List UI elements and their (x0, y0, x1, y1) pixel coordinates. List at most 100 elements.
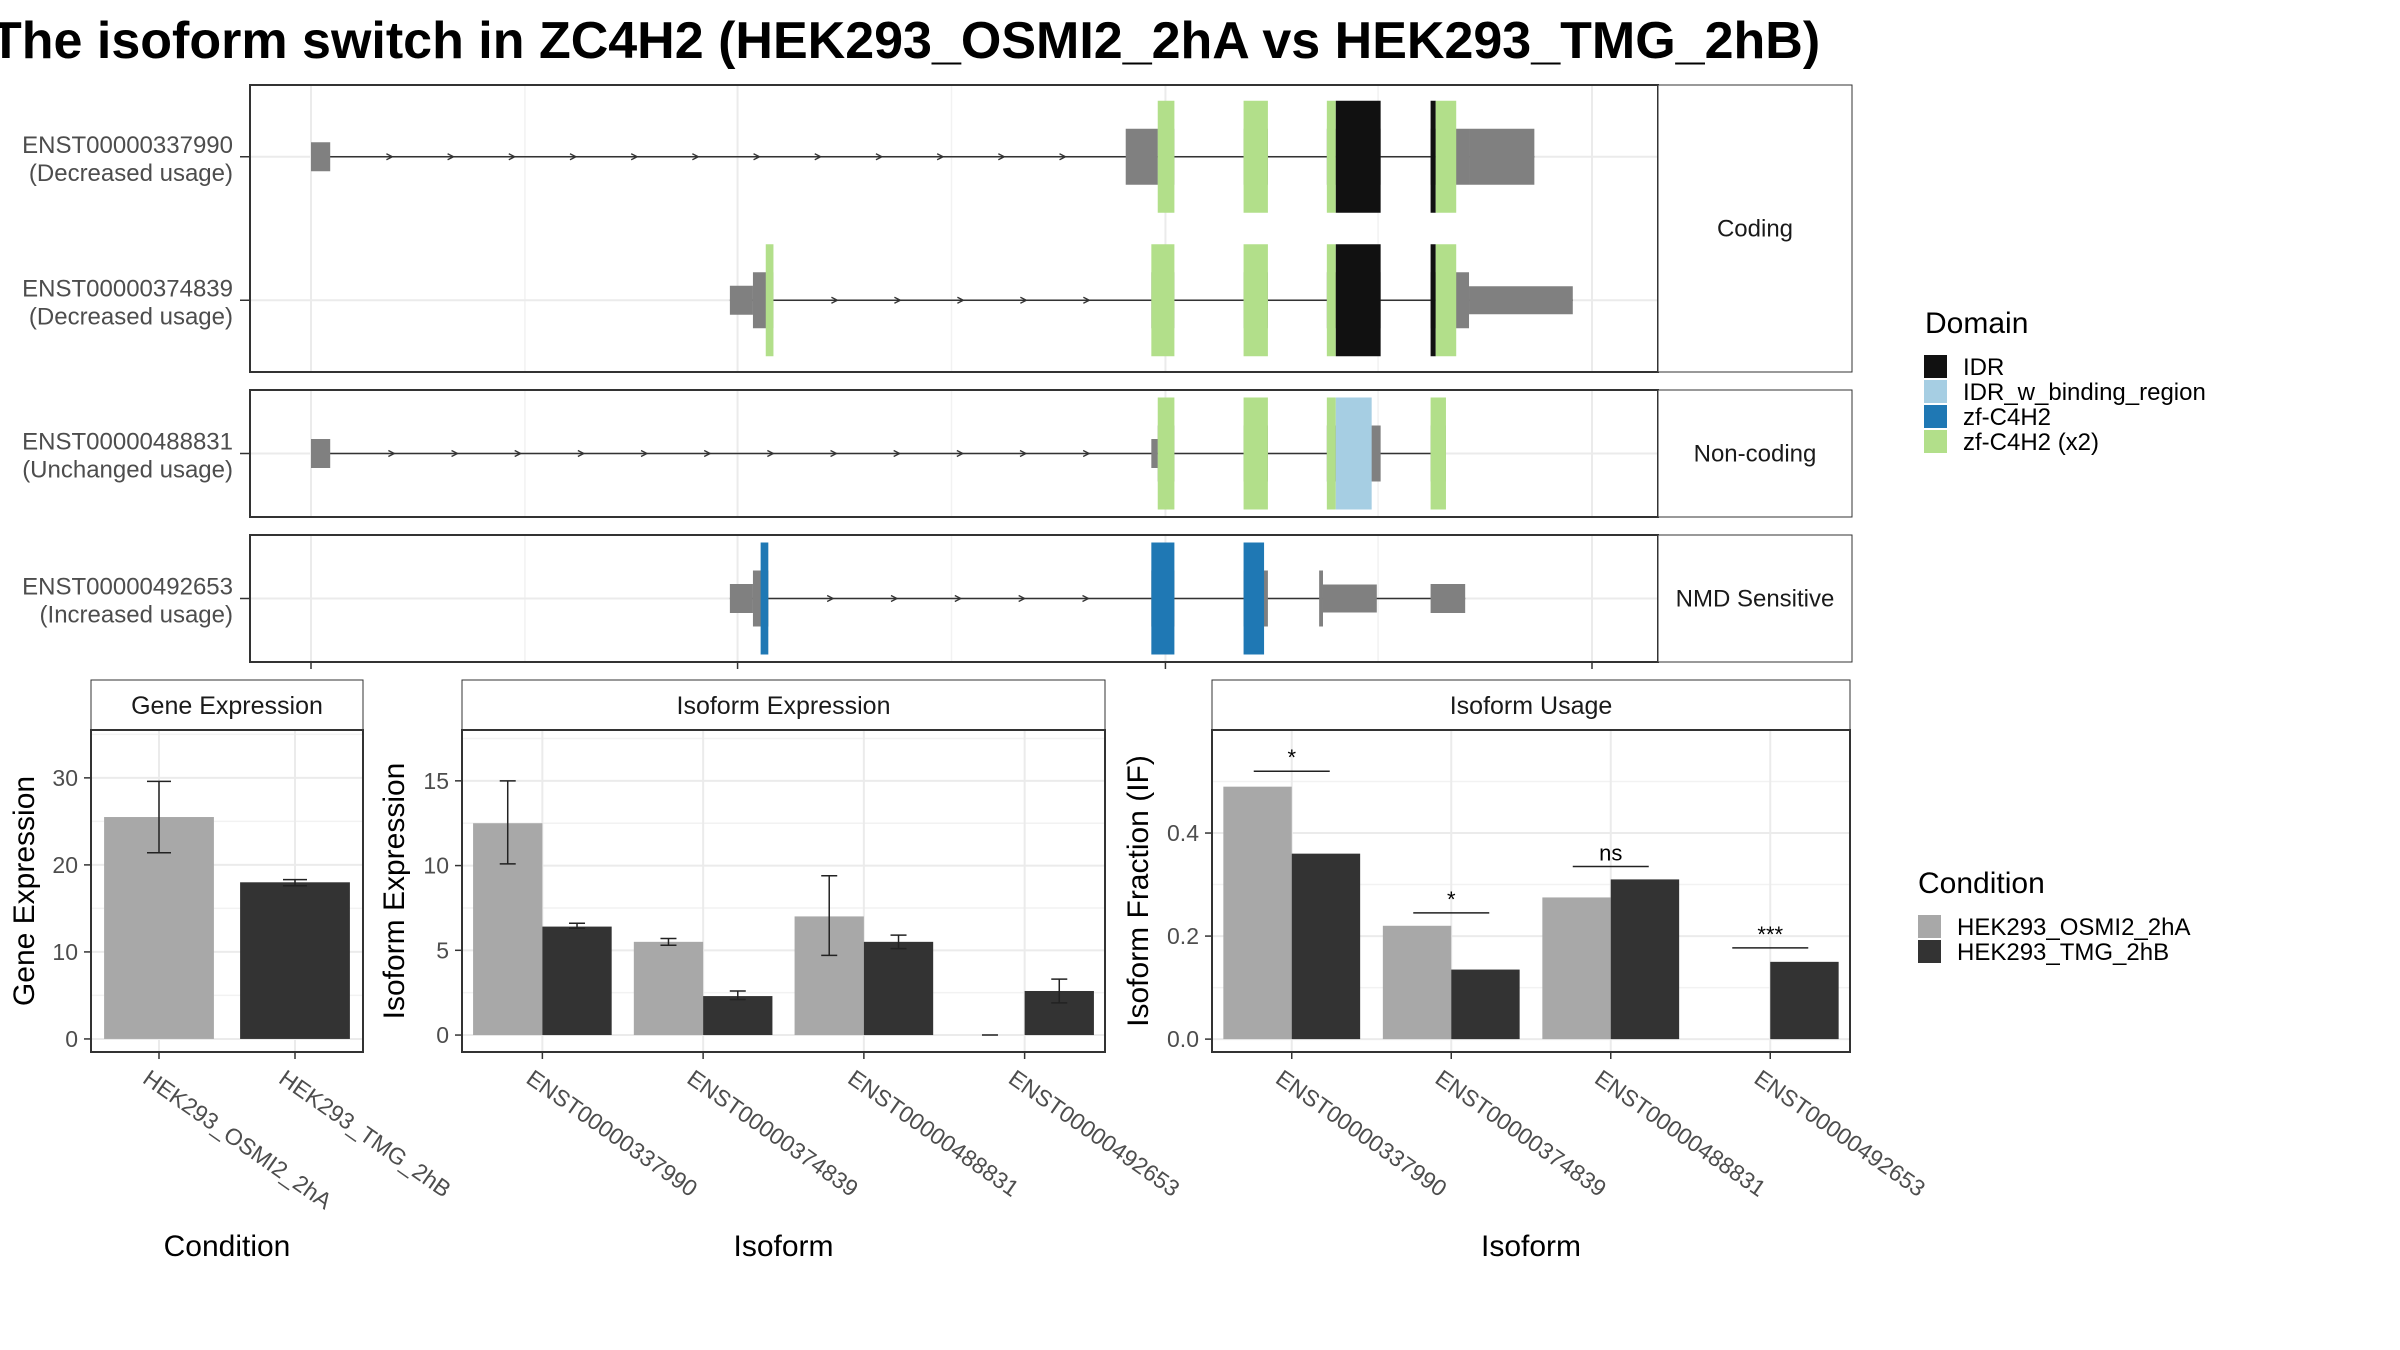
exon-block (1469, 286, 1573, 315)
bar-chart-1: Isoform Expression051015ENST00000337990E… (378, 679, 1185, 1263)
strand-arrow (831, 296, 839, 304)
chart-title: Isoform Expression (677, 692, 891, 720)
domain-legend-title: Domain (1925, 307, 2028, 340)
y-tick-label: 0 (436, 1022, 449, 1048)
domain-block (765, 244, 774, 357)
domain-legend-label: IDR (1963, 354, 2004, 381)
y-tick-label: 20 (52, 852, 78, 878)
domain-block (1243, 397, 1268, 510)
facet-strip (1657, 534, 1853, 663)
transcript-id-label: ENST00000374839 (22, 275, 233, 302)
strand-arrow (1020, 296, 1028, 304)
domain-block (1157, 397, 1175, 510)
strand-arrow (386, 153, 394, 161)
isoform-structure-plot: ENST00000337990(Decreased usage)ENST0000… (22, 84, 1853, 669)
bar-chart-2: Isoform Usage 0.0 0.2 0.4 * * ns *** ENST0000033… (1122, 679, 1930, 1263)
structure-panel-0: ENST00000337990(Decreased usage)ENST0000… (22, 84, 1853, 373)
strand-arrow (388, 449, 396, 458)
condition-legend-label: HEK293_TMG_2hB (1957, 939, 2169, 966)
facet-strip-label: NMD Sensitive (1676, 586, 1835, 613)
condition-legend-key (1918, 915, 1941, 938)
domain-block (1151, 542, 1175, 655)
bar (1610, 879, 1680, 1040)
x-axis-title: Isoform (733, 1230, 833, 1263)
bar (863, 941, 934, 1036)
chart-title-strip (90, 679, 364, 731)
structure-panel-2: ENST00000492653(Increased usage) NMD Sens… (22, 534, 1853, 663)
plot-border (90, 729, 364, 1053)
structure-panel-1: ENST00000488831(Unchanged usage) Non-codi… (22, 389, 1853, 518)
domain-block (1326, 100, 1336, 213)
bar (1223, 786, 1292, 1040)
strand-arrow (1018, 594, 1027, 603)
domain-block (1335, 244, 1381, 357)
significance-label: * (1287, 745, 1296, 770)
facet-strip-label: Non-coding (1694, 441, 1817, 468)
strand-arrow (957, 296, 965, 304)
strand-arrow (1083, 296, 1091, 304)
strand-arrow (508, 153, 517, 161)
exon-block (1319, 570, 1323, 627)
x-axis-title: Condition (164, 1230, 291, 1263)
y-tick-label: 10 (423, 853, 449, 879)
strand-arrow (1019, 449, 1028, 458)
x-tick-label: ENST00000492653 (1004, 1065, 1184, 1202)
bar (240, 882, 350, 1039)
exon-block (1125, 128, 1158, 185)
exon-block (1430, 584, 1466, 613)
y-tick-label: 0.0 (1167, 1026, 1199, 1052)
x-tick-label: ENST00000374839 (683, 1065, 863, 1202)
strand-arrow (569, 153, 578, 161)
exon-block (729, 285, 753, 315)
exon-block (1469, 128, 1535, 185)
chart-title: Isoform Usage (1450, 692, 1613, 720)
strand-arrow (998, 153, 1006, 161)
domain-legend-label: zf-C4H2 (x2) (1963, 429, 2099, 456)
domain-block (1335, 100, 1381, 213)
facet-strip (1657, 389, 1853, 518)
domain-block (1243, 100, 1268, 213)
transcript-track: ENST00000374839(Decreased usage) (22, 244, 1658, 357)
transcript-id-label: ENST00000492653 (22, 574, 233, 601)
domain-block (1435, 244, 1457, 357)
bar (1770, 961, 1839, 1040)
significance-label: ns (1599, 841, 1622, 866)
facet-strip (1657, 84, 1853, 373)
bar (1382, 925, 1452, 1040)
expression-charts: Gene Expression0102030HEK293_OSMI2_2hAHE… (8, 679, 1930, 1263)
plot-border (1211, 729, 1851, 1053)
x-tick-label: ENST00000337990 (522, 1065, 702, 1202)
significance-label: *** (1757, 922, 1783, 947)
y-axis-title: Isoform Fraction (IF) (1122, 755, 1155, 1027)
domain-legend-key (1924, 380, 1947, 403)
y-tick-label: 10 (52, 939, 78, 965)
x-axis-title: Isoform (1481, 1230, 1581, 1263)
x-tick-label: ENST00000492653 (1750, 1065, 1930, 1202)
bar (1291, 853, 1361, 1040)
strand-arrow (577, 449, 586, 458)
exon-block (1151, 439, 1158, 468)
strand-arrow (1059, 153, 1067, 161)
strand-arrow (875, 153, 884, 161)
bar (633, 941, 704, 1036)
x-tick-label: ENST00000488831 (843, 1065, 1023, 1202)
transcript-id-label: ENST00000488831 (22, 429, 233, 456)
strand-arrow (703, 449, 712, 458)
exon-block (311, 439, 331, 468)
transcript-usage-label: (Decreased usage) (29, 160, 233, 187)
chart-title: Gene Expression (131, 692, 323, 720)
domain-legend-key (1924, 430, 1947, 453)
exon-block (311, 142, 331, 172)
bar (542, 926, 612, 1036)
domain-block (760, 542, 769, 655)
bar (703, 996, 773, 1036)
transcript-track: ENST00000492653(Increased usage) (22, 542, 1658, 655)
y-tick-label: 0.4 (1167, 820, 1199, 846)
domain-block (1243, 244, 1268, 357)
domain-block (1157, 100, 1175, 213)
bar (1451, 969, 1520, 1040)
condition-legend-key (1918, 940, 1941, 963)
transcript-track: ENST00000488831(Unchanged usage) (22, 397, 1658, 510)
strand-arrow (753, 153, 762, 161)
strand-arrow (893, 449, 902, 458)
